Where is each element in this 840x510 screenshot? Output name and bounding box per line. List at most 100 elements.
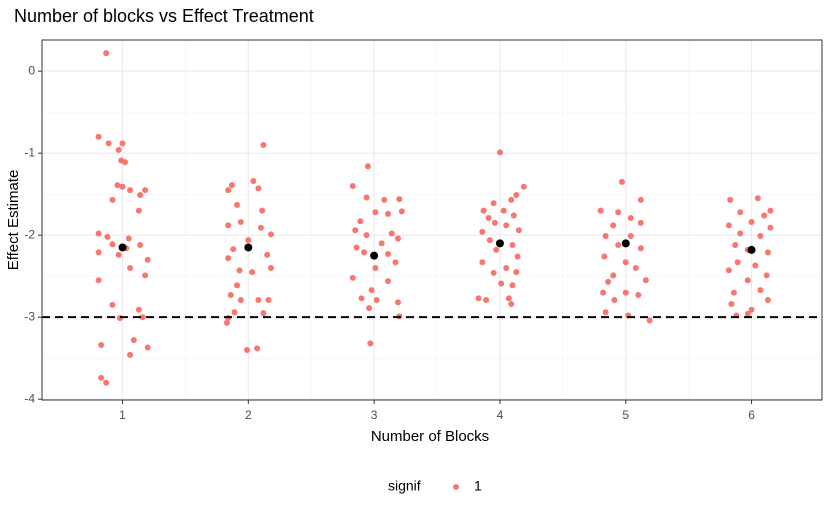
point	[384, 278, 391, 285]
y-tick-label: -1	[24, 145, 35, 159]
point	[364, 163, 371, 170]
point	[98, 374, 105, 381]
point	[384, 251, 391, 258]
point	[127, 351, 134, 358]
mean-point	[621, 239, 630, 248]
x-tick-label: 6	[748, 408, 755, 422]
point	[250, 178, 257, 185]
point	[622, 259, 629, 266]
point	[627, 232, 634, 239]
point	[353, 244, 360, 251]
point	[508, 301, 515, 308]
point	[764, 249, 771, 256]
point	[761, 212, 768, 219]
point	[509, 282, 516, 289]
point	[632, 264, 639, 271]
point	[358, 295, 365, 302]
point	[725, 222, 732, 229]
point	[395, 299, 402, 306]
point	[144, 256, 151, 263]
point	[237, 296, 244, 303]
point	[398, 208, 405, 215]
point	[602, 309, 609, 316]
point	[119, 140, 126, 147]
x-tick-label: 5	[622, 408, 629, 422]
point	[496, 149, 503, 156]
y-tick-label: -4	[24, 391, 35, 405]
x-axis-title: Number of Blocks	[371, 428, 489, 445]
point	[396, 196, 403, 203]
point	[395, 235, 402, 242]
point	[125, 235, 132, 242]
point	[230, 246, 237, 253]
point	[373, 296, 380, 303]
point	[114, 182, 121, 189]
point	[493, 246, 500, 253]
point	[498, 280, 505, 287]
point	[615, 209, 622, 216]
point	[103, 379, 110, 386]
point	[122, 159, 129, 166]
point	[109, 196, 116, 203]
legend-label: 1	[474, 478, 482, 494]
panel-border	[41, 39, 823, 401]
point	[730, 289, 737, 296]
point	[234, 201, 240, 208]
point	[109, 241, 116, 248]
point	[479, 228, 486, 235]
point	[763, 272, 770, 279]
point	[144, 344, 151, 351]
point	[372, 209, 379, 216]
point	[475, 295, 482, 302]
point	[490, 200, 497, 207]
point	[727, 196, 734, 203]
point	[764, 296, 771, 303]
point	[372, 264, 379, 271]
point	[367, 340, 374, 347]
point	[602, 232, 609, 239]
point	[237, 219, 244, 226]
point	[732, 242, 739, 249]
point	[728, 301, 735, 308]
point	[744, 277, 751, 284]
point	[503, 222, 510, 229]
mean-point	[370, 251, 379, 260]
x-tick-label: 1	[119, 408, 126, 422]
point	[637, 245, 644, 252]
point	[227, 292, 234, 299]
point	[737, 209, 744, 216]
point	[615, 242, 622, 249]
y-axis-title: Effect Estimate	[5, 170, 22, 271]
point	[255, 296, 262, 303]
point	[234, 282, 240, 289]
point	[767, 207, 774, 214]
point	[225, 187, 232, 194]
point	[119, 183, 126, 190]
point	[485, 214, 492, 221]
point	[610, 222, 617, 229]
point	[368, 287, 375, 294]
point	[95, 277, 102, 284]
point	[637, 219, 644, 226]
point	[225, 222, 232, 229]
point	[748, 219, 755, 226]
point	[490, 269, 497, 276]
point	[757, 232, 764, 239]
point	[95, 249, 102, 256]
point	[139, 314, 146, 321]
point	[135, 207, 142, 214]
point	[635, 292, 642, 299]
point	[513, 191, 520, 198]
point	[381, 196, 388, 203]
point	[228, 182, 235, 189]
mean-point	[118, 243, 127, 252]
legend-marker	[453, 484, 459, 490]
point	[223, 319, 230, 326]
point	[515, 227, 522, 234]
point	[503, 264, 510, 271]
point	[254, 345, 261, 352]
point	[642, 277, 649, 284]
point	[744, 310, 751, 317]
point	[257, 224, 264, 231]
